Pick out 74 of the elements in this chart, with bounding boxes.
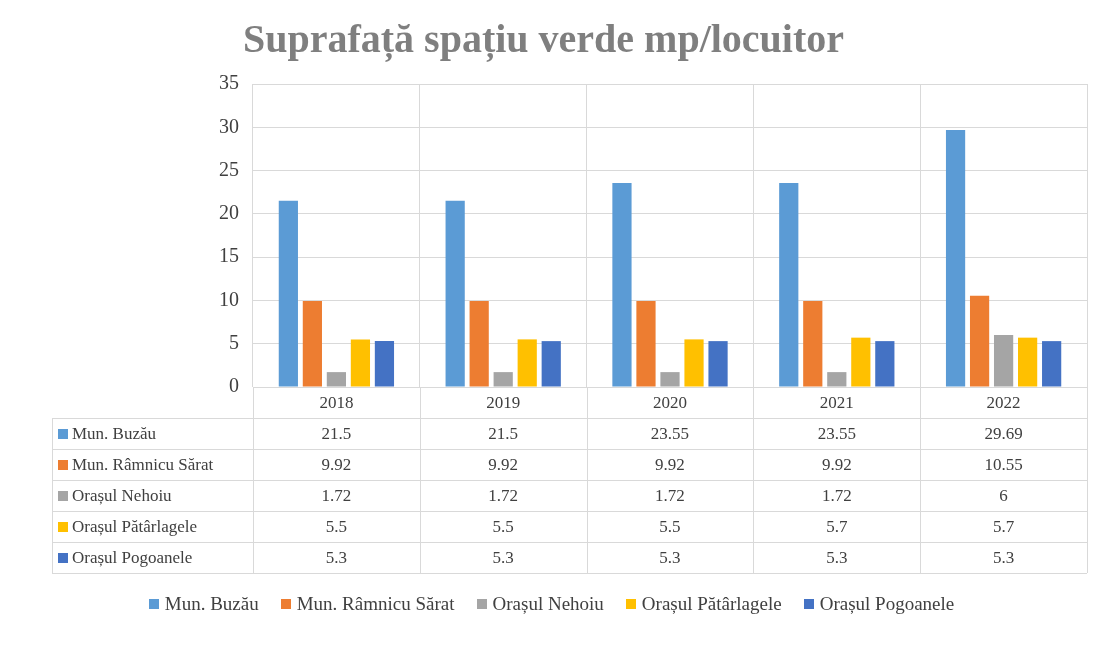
bar: [493, 372, 513, 387]
y-tick-label: 20: [219, 201, 239, 224]
data-label: 5.7: [991, 516, 1016, 538]
data-label: 1.72: [320, 485, 353, 507]
x-tick-label: 2020: [653, 392, 687, 412]
y-tick-label: 5: [229, 330, 239, 353]
bar: [875, 341, 895, 387]
bar: [541, 341, 561, 387]
data-label: 9.92: [320, 454, 353, 476]
data-label: 5.7: [825, 516, 849, 538]
data-label: 9.92: [487, 454, 520, 476]
y-tick-label: 35: [219, 71, 239, 94]
bar: [708, 341, 728, 387]
bar: [684, 339, 704, 387]
text: Orașul Nehoiu: [492, 593, 604, 614]
bar: [302, 301, 322, 387]
bar: [612, 183, 632, 387]
data-label: 6: [998, 485, 1009, 507]
data-label: 5.3: [324, 547, 348, 569]
bar: [469, 301, 489, 387]
data-label: 5.3: [491, 547, 515, 569]
bar: [278, 200, 298, 387]
bar: [945, 129, 966, 387]
bar: [517, 339, 537, 387]
y-tick-label: 30: [219, 114, 239, 137]
bar: [636, 301, 656, 387]
x-tick-label: 2022: [986, 392, 1021, 412]
data-label: 21.5: [320, 423, 353, 445]
data-label: 21.5: [487, 423, 520, 445]
y-tick-label: 15: [219, 244, 239, 267]
bar: [660, 372, 680, 387]
bar: [350, 339, 371, 387]
bar: [851, 337, 871, 387]
bar: [993, 335, 1014, 387]
data-label: 1.72: [654, 485, 686, 507]
bar: [803, 301, 823, 387]
text: Mun. Râmnicu Sărat: [296, 593, 455, 614]
y-tick-label: 25: [219, 157, 239, 180]
data-label: 23.55: [649, 423, 691, 445]
text: Orașul Pogoanele: [72, 548, 193, 567]
data-label: 1.72: [820, 485, 853, 507]
data-label: 10.55: [983, 454, 1024, 476]
x-tick-label: 2021: [819, 392, 854, 412]
bar: [374, 341, 395, 387]
data-label: 5.5: [324, 516, 348, 538]
bar: [1042, 341, 1062, 387]
y-tick-label: 10: [219, 287, 239, 310]
data-label: 5.3: [991, 547, 1016, 569]
data-label: 29.69: [983, 423, 1024, 445]
data-label: 5.5: [658, 516, 682, 538]
bar: [445, 200, 465, 387]
data-label: 5.3: [825, 547, 849, 569]
bar: [969, 295, 990, 387]
legend-label: Mun. Râmnicu Sărat: [72, 454, 215, 476]
data-label: 5.5: [491, 516, 515, 538]
bar: [326, 372, 347, 387]
bar: [779, 183, 799, 387]
text: Mun. Buzău: [164, 593, 259, 614]
data-label: 9.92: [820, 454, 853, 476]
x-tick-label: 2018: [319, 392, 354, 412]
data-label: 9.92: [654, 454, 686, 476]
x-tick-label: 2019: [486, 392, 521, 412]
data-label: 1.72: [487, 485, 520, 507]
text: Orașul Pătârlagele: [641, 593, 782, 614]
legend-label: Orașul Pogoanele: [819, 593, 955, 615]
legend-label: Orașul Pătârlagele: [72, 516, 199, 538]
legend-label: Orașul Nehoiu: [72, 485, 173, 507]
y-tick-label: 0: [229, 374, 239, 397]
bar: [827, 372, 847, 387]
chart-title: Suprafață spațiu verde mp/locuitor: [242, 16, 845, 63]
legend-label: Mun. Buzău: [72, 423, 158, 445]
data-label: 5.3: [658, 547, 682, 569]
bar: [1018, 337, 1038, 387]
data-label: 23.55: [816, 423, 857, 445]
